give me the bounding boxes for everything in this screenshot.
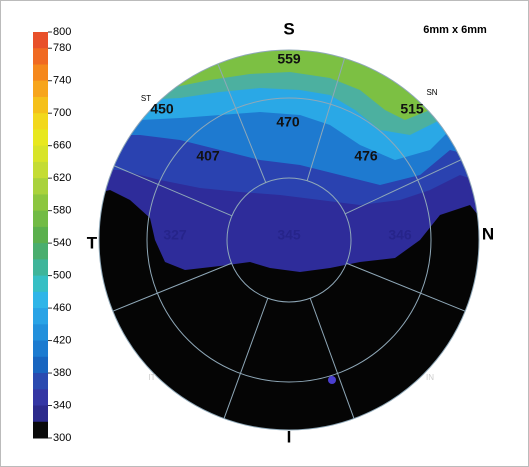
sector-value: 470 xyxy=(276,114,300,130)
orientation-label: T xyxy=(87,233,98,252)
color-band xyxy=(33,64,48,82)
tick-label: 300 xyxy=(53,432,71,444)
color-bar-labels: 800 780 740 700 660 620 580 540 500 460 420 380 340 3… xyxy=(48,26,71,444)
sector-line xyxy=(217,63,267,183)
color-band xyxy=(33,421,48,439)
color-band xyxy=(33,129,48,147)
sector-value: 559 xyxy=(277,51,301,67)
size-label: 6mm x 6mm xyxy=(423,24,487,36)
sector-line xyxy=(344,159,462,215)
sector-line xyxy=(112,262,232,312)
color-band xyxy=(33,405,48,423)
sector-value: 450 xyxy=(150,101,174,117)
color-band xyxy=(33,340,48,358)
sector-line xyxy=(346,262,466,312)
color-band xyxy=(33,373,48,390)
orientation-label: I xyxy=(287,427,292,446)
color-band xyxy=(33,80,48,98)
tick-label: 800 xyxy=(53,26,71,38)
sector-label: IT xyxy=(148,373,155,382)
sector-value: 515 xyxy=(400,101,424,117)
tick-label: 500 xyxy=(53,270,71,282)
color-band xyxy=(33,389,48,407)
color-band xyxy=(33,113,48,130)
tick-label: 740 xyxy=(53,75,71,87)
sector-value: 345 xyxy=(277,227,301,243)
color-band xyxy=(33,243,48,260)
sector-label: SN xyxy=(426,88,437,97)
color-band xyxy=(33,96,48,114)
color-band xyxy=(33,48,48,65)
sector-line xyxy=(223,298,269,419)
color-band xyxy=(33,259,48,277)
sector-line xyxy=(306,58,346,181)
sector-line xyxy=(309,298,355,419)
tick-label: 460 xyxy=(53,302,71,314)
tick-label: 580 xyxy=(53,205,71,217)
orientation-label: S xyxy=(283,19,294,38)
tick-label: 620 xyxy=(53,172,71,184)
tick-label: 380 xyxy=(53,367,71,379)
sector-label: IN xyxy=(426,373,434,382)
sector-value: 346 xyxy=(388,227,412,243)
tick-label: 340 xyxy=(53,399,71,411)
color-band xyxy=(33,308,48,325)
color-band xyxy=(33,145,48,163)
tick-label: 780 xyxy=(53,42,71,54)
orientation-label: N xyxy=(482,224,494,243)
color-band xyxy=(33,226,48,244)
color-band xyxy=(33,275,48,293)
tick-label: 660 xyxy=(53,140,71,152)
color-bar xyxy=(33,32,48,439)
color-band xyxy=(33,178,48,195)
color-band xyxy=(33,324,48,342)
tick-label: 700 xyxy=(53,107,71,119)
sector-line xyxy=(113,165,233,217)
sector-value: 327 xyxy=(163,227,187,243)
sector-value: 476 xyxy=(354,148,378,164)
color-band xyxy=(33,194,48,212)
color-band xyxy=(33,210,48,228)
tick-label: 540 xyxy=(53,237,71,249)
sector-label: ST xyxy=(141,94,151,103)
sector-value: 407 xyxy=(196,148,220,164)
color-band xyxy=(33,356,48,374)
sector-grid xyxy=(98,49,480,431)
color-band xyxy=(33,291,48,309)
color-band xyxy=(33,32,48,49)
tick-label: 420 xyxy=(53,334,71,346)
color-band xyxy=(33,161,48,179)
